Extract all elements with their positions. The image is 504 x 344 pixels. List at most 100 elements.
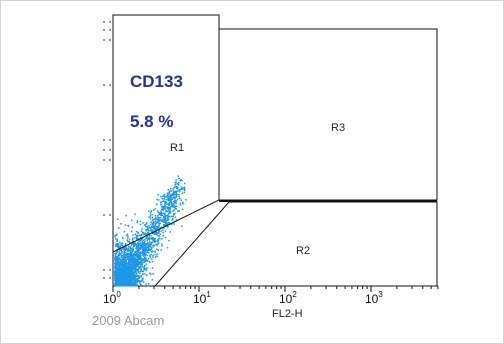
cell-dot — [140, 264, 142, 266]
cell-dot — [121, 269, 123, 272]
cell-dot — [138, 240, 140, 242]
cell-dot — [134, 268, 136, 271]
cell-dot — [132, 259, 135, 262]
cell-dot — [172, 218, 174, 220]
cell-dot — [116, 267, 118, 270]
cell-dot — [121, 260, 123, 263]
cell-dot — [163, 220, 165, 222]
cell-dot — [146, 243, 149, 245]
cell-dot — [151, 267, 154, 269]
cell-dot — [135, 261, 137, 263]
cell-dot — [131, 251, 134, 253]
cell-dot — [141, 279, 144, 282]
cell-dot — [114, 235, 116, 238]
cell-dot — [140, 267, 142, 269]
cell-dot — [123, 258, 126, 260]
cell-dot — [116, 238, 119, 241]
cell-dot — [145, 225, 147, 228]
cell-dot — [171, 205, 174, 208]
cell-dot — [141, 263, 143, 265]
cell-dot — [133, 279, 136, 281]
cell-dot — [134, 233, 137, 236]
cell-dot — [166, 203, 168, 205]
cell-dot — [117, 254, 120, 256]
cell-dot — [134, 275, 136, 278]
cell-dot — [124, 257, 126, 260]
cell-dot — [138, 263, 141, 265]
cell-dot — [124, 255, 126, 258]
cell-dot — [147, 246, 150, 248]
cell-dot — [175, 208, 178, 210]
cell-dot — [135, 263, 138, 266]
cell-dot — [116, 284, 118, 286]
cell-dot — [169, 202, 171, 204]
cell-dot — [158, 217, 161, 219]
cell-dot — [130, 262, 133, 264]
cell-dot — [153, 244, 155, 247]
cell-dot — [142, 259, 145, 261]
cell-dot — [159, 222, 161, 225]
cell-dot — [157, 226, 160, 229]
cell-dot — [130, 274, 132, 276]
cell-dot — [139, 263, 141, 265]
cell-dot — [169, 203, 171, 206]
cell-dot — [131, 285, 133, 287]
cell-dot — [153, 226, 156, 229]
cell-dot — [180, 188, 183, 191]
cell-dot — [133, 261, 136, 264]
cell-dot — [114, 278, 116, 280]
cell-dot — [145, 269, 147, 272]
cell-dot — [114, 274, 116, 276]
cell-dot — [132, 258, 134, 260]
cell-dot — [176, 190, 179, 192]
cell-dot — [161, 195, 164, 198]
cell-dot — [134, 271, 136, 273]
cell-dot — [132, 263, 134, 265]
cell-dot — [126, 248, 128, 250]
cell-dot — [119, 273, 121, 275]
cell-dot — [135, 254, 138, 257]
cell-dot — [115, 259, 117, 261]
cell-dot — [142, 242, 144, 245]
cell-dot — [137, 241, 139, 244]
cell-dot — [148, 243, 151, 246]
cell-dot — [137, 249, 139, 252]
cell-dot — [145, 253, 147, 256]
cell-dot — [147, 257, 150, 260]
cell-dot — [158, 225, 160, 228]
cell-dot — [164, 208, 167, 210]
cell-dot — [145, 258, 147, 261]
cell-dot — [157, 249, 159, 251]
cell-dot — [118, 267, 121, 269]
cell-dot — [129, 252, 132, 255]
cell-dot — [124, 251, 127, 254]
cell-dot — [124, 267, 127, 270]
cell-dot — [174, 185, 177, 188]
cell-dot — [116, 244, 119, 247]
cell-dot — [118, 276, 121, 278]
cell-dot — [173, 186, 176, 189]
cell-dot — [115, 271, 117, 273]
cell-dot — [155, 243, 157, 246]
cell-dot — [131, 248, 134, 250]
cell-dot — [163, 198, 166, 200]
cell-dot — [124, 249, 127, 251]
cell-dot — [150, 251, 153, 253]
cell-dot — [174, 206, 177, 208]
cell-dot — [120, 266, 122, 268]
cell-dot — [130, 266, 133, 269]
cell-dot — [119, 275, 121, 277]
gate-regions — [112, 14, 438, 287]
cell-dot — [139, 246, 142, 249]
cell-dot — [147, 228, 149, 230]
cell-dot — [150, 235, 152, 237]
cell-dot — [138, 244, 140, 246]
cell-dot — [139, 248, 141, 250]
cell-dot — [123, 251, 126, 253]
cell-dot — [172, 204, 174, 207]
cell-dot — [146, 246, 148, 249]
cell-dot — [122, 256, 125, 259]
cell-dot — [119, 274, 121, 276]
cell-dot — [130, 279, 132, 281]
cell-dot — [167, 226, 169, 228]
